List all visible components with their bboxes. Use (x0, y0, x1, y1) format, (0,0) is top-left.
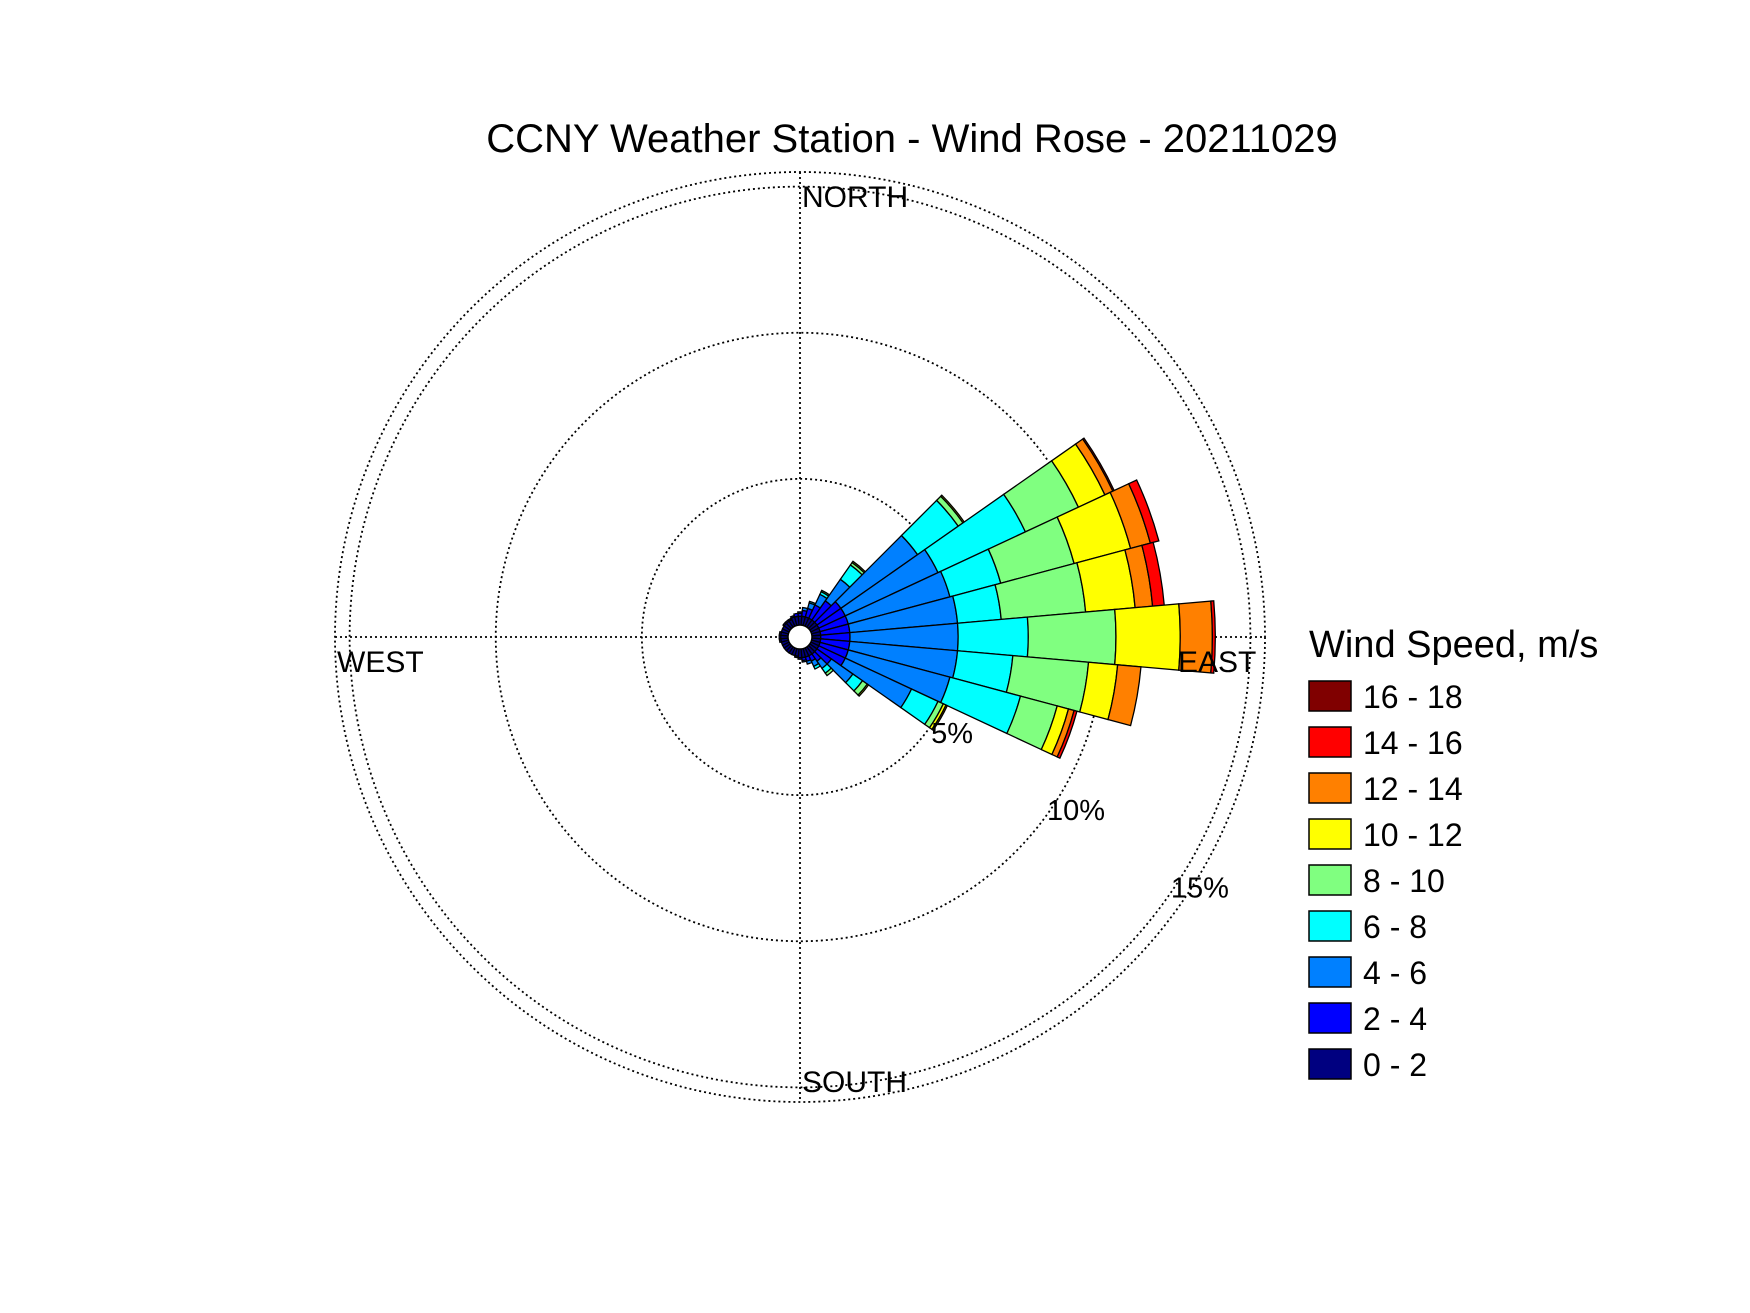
wind-segment (1056, 709, 1078, 760)
legend-label: 6 - 8 (1363, 909, 1427, 945)
legend-swatch (1308, 956, 1352, 988)
compass-label-west: WEST (337, 646, 424, 679)
legend-title: Wind Speed, m/s (1309, 624, 1598, 666)
legend-item: 12 - 14 (1308, 771, 1463, 807)
legend-label: 2 - 4 (1363, 1001, 1427, 1037)
legend-swatch (1308, 1048, 1352, 1080)
legend-swatch (1308, 680, 1352, 712)
legend-label: 14 - 16 (1363, 725, 1463, 761)
wind-segment (931, 704, 949, 732)
wind-segment (812, 662, 822, 670)
legend-item: 2 - 4 (1308, 1001, 1427, 1037)
sector-120 (808, 641, 949, 732)
legend-item: 6 - 8 (1308, 909, 1427, 945)
legend-label: 4 - 6 (1363, 955, 1427, 991)
compass-label-south: SOUTH (802, 1066, 907, 1099)
ring-label-10: 10% (1047, 795, 1105, 827)
compass-label-east: EAST (1178, 646, 1256, 679)
legend-label: 10 - 12 (1363, 817, 1463, 853)
ring-label-5: 5% (931, 718, 973, 750)
wind-segment (778, 630, 783, 637)
legend-swatch (1308, 772, 1352, 804)
sector-60 (808, 437, 1116, 633)
wind-segment (1107, 664, 1142, 727)
legend-swatch (1308, 818, 1352, 850)
sector-50 (807, 494, 966, 632)
radial-tick-labels: 5% 10% 15% (931, 718, 1229, 905)
legend-swatch (1308, 1002, 1352, 1034)
sector-130 (807, 642, 870, 698)
legend-label: 16 - 18 (1363, 679, 1463, 715)
legend-item: 16 - 18 (1308, 679, 1463, 715)
wind-segment (1127, 479, 1160, 544)
legend-item: 0 - 2 (1308, 1047, 1427, 1083)
wind-segment (801, 659, 808, 663)
wind-segment (793, 654, 800, 659)
sector-40 (805, 560, 867, 630)
legend-swatch (1308, 726, 1352, 758)
sector-150 (804, 645, 822, 670)
legend-swatch (1308, 910, 1352, 942)
wind-segment (824, 667, 835, 677)
compass-label-north: NORTH (802, 181, 908, 214)
chart-title: CCNY Weather Station - Wind Rose - 20211… (486, 117, 1338, 161)
wind-segment (793, 612, 799, 618)
wind-segment (1026, 608, 1117, 666)
legend-swatch (1308, 864, 1352, 896)
wind-segment (956, 616, 1029, 658)
sector-80 (810, 541, 1165, 637)
legend-label: 8 - 10 (1363, 863, 1445, 899)
wind-segment (1114, 603, 1181, 671)
calm-center (787, 624, 813, 650)
sector-70 (810, 479, 1160, 635)
legend: Wind Speed, m/s 16 - 18 14 - 16 12 - 14 10 … (1308, 624, 1598, 1083)
wind-segment (1210, 600, 1216, 674)
legend-item: 14 - 16 (1308, 725, 1463, 761)
wind-segment (805, 658, 813, 665)
ring-label-15: 15% (1171, 873, 1229, 905)
legend-label: 0 - 2 (1363, 1047, 1427, 1083)
legend-label: 12 - 14 (1363, 771, 1463, 807)
legend-item: 8 - 10 (1308, 863, 1445, 899)
sector-30 (804, 589, 831, 629)
legend-item: 10 - 12 (1308, 817, 1463, 853)
wind-segment (857, 683, 870, 698)
wind-segment (797, 656, 803, 660)
sector-110 (810, 639, 1078, 760)
sector-140 (805, 644, 835, 677)
legend-item: 4 - 6 (1308, 955, 1427, 991)
wind-petals (778, 437, 1216, 760)
